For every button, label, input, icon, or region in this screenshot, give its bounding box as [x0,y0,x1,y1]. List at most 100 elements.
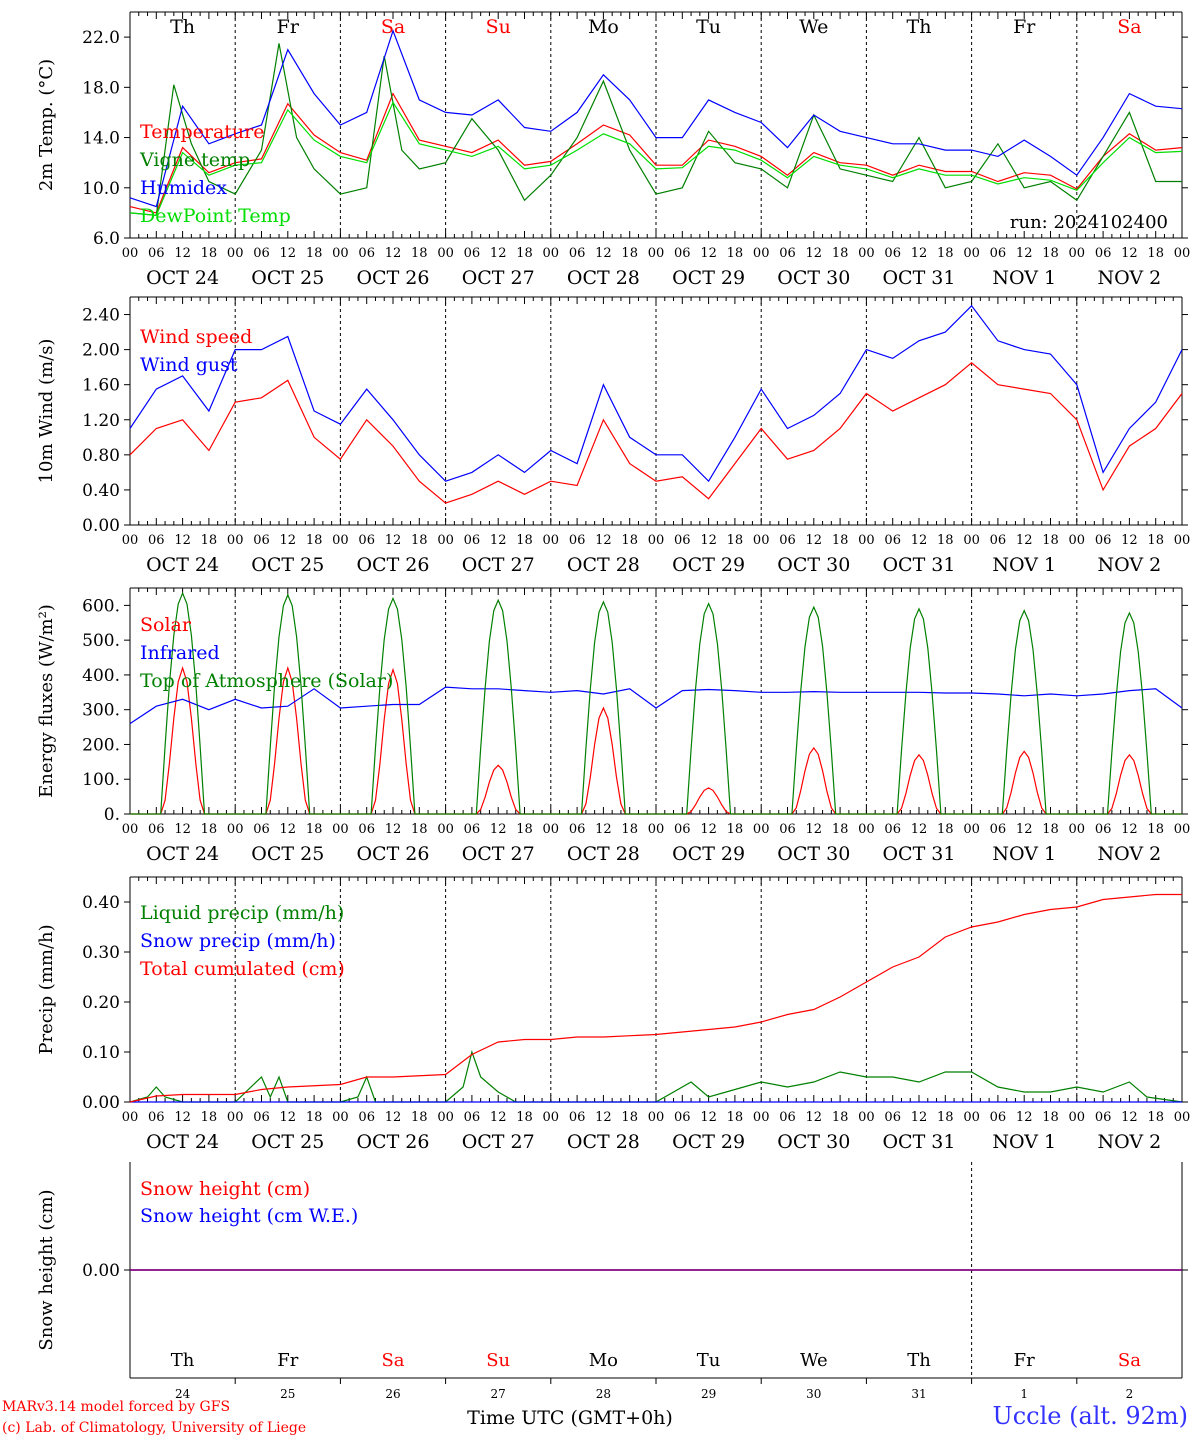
hour-tick-label: 18 [621,533,638,548]
hour-tick-label: 06 [569,1110,586,1125]
hour-tick-label: 00 [332,1110,349,1125]
hour-tick-label: 00 [1174,246,1191,261]
y-tick-label: 6.0 [93,229,120,249]
date-label: OCT 31 [882,1131,955,1153]
y-axis-label: Precip (mm/h) [36,924,57,1054]
hour-tick-label: 18 [411,822,428,837]
hour-tick-label: 18 [516,246,533,261]
hour-tick-label: 06 [464,246,481,261]
hour-tick-label: 12 [1121,533,1138,548]
hour-tick-label: 00 [437,822,454,837]
hour-tick-label: 06 [990,1110,1007,1125]
hour-tick-label: 00 [648,822,665,837]
weekday-label: Th [907,1350,931,1371]
date-label: OCT 29 [672,1131,745,1153]
y-axis-label: 10m Wind (m/s) [36,339,57,484]
hour-tick-label: 12 [385,1110,402,1125]
day-number: 29 [701,1387,716,1401]
day-number: 25 [280,1387,295,1401]
hour-tick-label: 06 [253,533,270,548]
hour-tick-label: 00 [648,1110,665,1125]
hour-tick-label: 00 [648,533,665,548]
station-label: Uccle (alt. 92m) [992,1402,1188,1430]
hour-tick-label: 00 [332,822,349,837]
date-label: OCT 31 [882,843,955,865]
hour-tick-label: 06 [148,533,165,548]
series-line-2 [129,28,1183,208]
hour-tick-label: 18 [306,1110,323,1125]
hour-tick-label: 18 [727,1110,744,1125]
y-tick-label: 0.30 [82,943,120,963]
hour-tick-label: 12 [490,1110,507,1125]
hour-tick-label: 06 [779,1110,796,1125]
weekday-label: Th [170,16,195,38]
hour-tick-label: 18 [306,246,323,261]
date-label: OCT 28 [567,267,640,289]
hour-tick-label: 00 [543,1110,560,1125]
y-tick-label: 0.00 [82,1261,120,1281]
day-number: 31 [911,1387,926,1401]
weekday-label: Fr [1014,1350,1035,1371]
day-number: 28 [596,1387,611,1401]
series-line-2 [130,591,1182,815]
hour-tick-label: 18 [1042,246,1059,261]
hour-tick-label: 18 [621,822,638,837]
weekday-label: Sa [381,1350,404,1371]
hour-tick-label: 00 [227,1110,244,1125]
legend-entry: DewPoint Temp [140,205,291,227]
hour-tick-label: 18 [201,822,218,837]
hour-tick-label: 00 [858,1110,875,1125]
hour-tick-label: 18 [832,822,849,837]
hour-tick-label: 12 [595,533,612,548]
legend-entry: Humidex [140,177,227,199]
hour-tick-label: 12 [490,246,507,261]
hour-tick-label: 12 [1121,246,1138,261]
hour-tick-label: 12 [280,533,297,548]
hour-tick-label: 00 [858,533,875,548]
y-tick-label: 200. [82,735,120,755]
legend-entry: Total cumulated (cm) [140,958,345,980]
date-label: OCT 25 [251,843,324,865]
hour-tick-label: 06 [884,822,901,837]
hour-tick-label: 12 [385,533,402,548]
hour-tick-label: 06 [884,1110,901,1125]
y-axis-label: Snow height (cm) [36,1189,57,1350]
hour-tick-label: 18 [832,533,849,548]
legend-entry: Snow precip (mm/h) [140,930,336,952]
hour-tick-label: 00 [753,246,770,261]
hour-tick-label: 06 [674,246,691,261]
hour-tick-label: 00 [858,246,875,261]
y-tick-label: 300. [82,701,120,721]
series-line-1 [129,304,1183,483]
hour-tick-label: 12 [280,1110,297,1125]
hour-tick-label: 06 [1095,1110,1112,1125]
hour-tick-label: 06 [358,822,375,837]
hour-tick-label: 18 [201,246,218,261]
hour-tick-label: 06 [253,246,270,261]
weekday-label: We [800,1350,828,1371]
hour-tick-label: 18 [727,533,744,548]
hour-tick-label: 00 [122,246,139,261]
date-label: OCT 30 [777,1131,850,1153]
y-tick-label: 1.20 [82,411,120,431]
day-number: 30 [806,1387,821,1401]
weekday-label: Su [486,1350,510,1371]
hour-tick-label: 12 [385,822,402,837]
hour-tick-label: 12 [1016,822,1033,837]
hour-tick-label: 06 [148,1110,165,1125]
hour-tick-label: 00 [332,246,349,261]
hour-tick-label: 06 [674,1110,691,1125]
hour-tick-label: 06 [779,822,796,837]
legend-entry: Solar [140,614,192,636]
hour-tick-label: 18 [306,822,323,837]
y-tick-label: 0.10 [82,1043,120,1063]
hour-tick-label: 06 [779,246,796,261]
y-tick-label: 0.40 [82,481,120,501]
hour-tick-label: 12 [385,246,402,261]
y-tick-label: 14.0 [82,129,120,149]
hour-tick-label: 18 [516,533,533,548]
date-label: NOV 2 [1098,1131,1162,1153]
hour-tick-label: 00 [543,822,560,837]
date-label: OCT 25 [251,267,324,289]
day-number: 24 [175,1387,191,1401]
